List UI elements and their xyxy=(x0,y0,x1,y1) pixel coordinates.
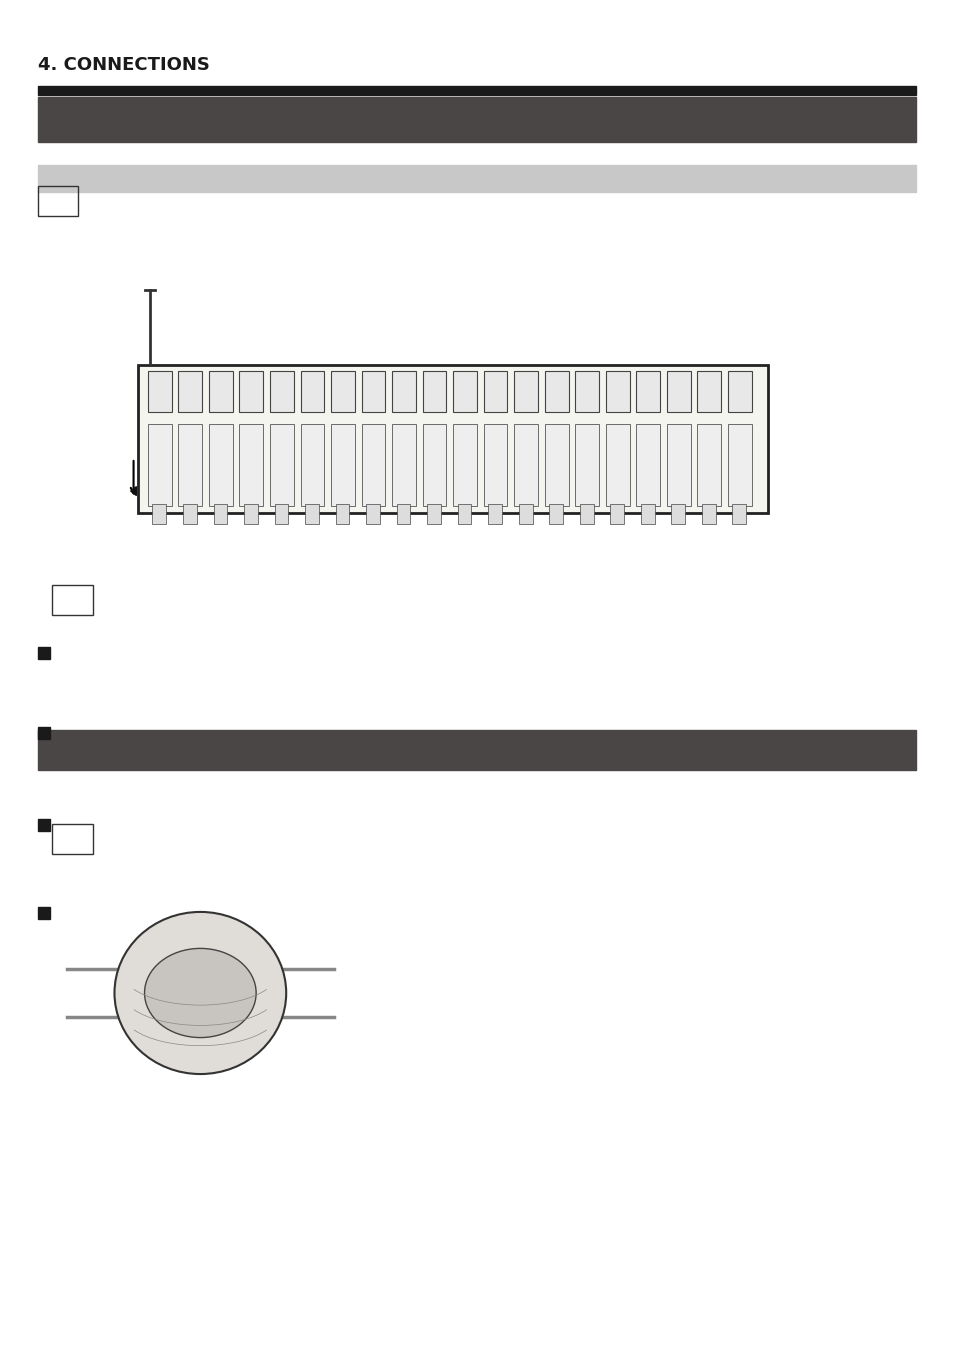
Bar xyxy=(422,370,446,412)
Bar xyxy=(335,504,349,524)
Bar xyxy=(38,727,50,739)
Bar xyxy=(636,370,659,412)
Bar xyxy=(239,424,263,507)
Bar xyxy=(732,504,745,524)
Bar xyxy=(52,824,92,854)
Bar xyxy=(514,370,537,412)
Bar xyxy=(300,370,324,412)
Bar xyxy=(579,504,593,524)
Bar xyxy=(38,819,50,831)
Bar xyxy=(138,365,767,513)
Bar xyxy=(727,424,751,507)
Polygon shape xyxy=(131,486,136,496)
Bar xyxy=(457,504,471,524)
Bar xyxy=(148,370,172,412)
Ellipse shape xyxy=(114,912,286,1074)
Bar xyxy=(331,370,355,412)
Bar xyxy=(422,424,446,507)
Bar xyxy=(701,504,715,524)
Bar xyxy=(392,370,416,412)
Bar xyxy=(38,647,50,659)
Bar xyxy=(453,370,476,412)
Bar xyxy=(605,424,629,507)
Bar xyxy=(270,370,294,412)
Bar xyxy=(38,730,915,770)
Bar xyxy=(697,370,720,412)
Bar xyxy=(274,504,288,524)
Bar xyxy=(178,370,202,412)
Bar xyxy=(152,504,166,524)
Bar xyxy=(488,504,501,524)
Bar xyxy=(671,504,684,524)
Bar xyxy=(427,504,440,524)
Bar xyxy=(727,370,751,412)
Bar xyxy=(38,97,915,142)
Bar xyxy=(361,370,385,412)
Text: 4. CONNECTIONS: 4. CONNECTIONS xyxy=(38,57,210,74)
Bar xyxy=(38,86,915,95)
Bar xyxy=(361,424,385,507)
Bar xyxy=(483,424,507,507)
Bar xyxy=(38,186,78,216)
Bar xyxy=(636,424,659,507)
Bar xyxy=(396,504,410,524)
Bar xyxy=(148,424,172,507)
Bar xyxy=(38,907,50,919)
Bar xyxy=(544,424,568,507)
Bar xyxy=(549,504,562,524)
Bar xyxy=(209,424,233,507)
Bar xyxy=(178,424,202,507)
Ellipse shape xyxy=(145,948,255,1038)
Bar xyxy=(575,370,598,412)
Bar xyxy=(305,504,318,524)
Bar xyxy=(209,370,233,412)
Bar xyxy=(483,370,507,412)
Bar xyxy=(366,504,379,524)
Bar xyxy=(183,504,196,524)
Bar xyxy=(575,424,598,507)
Bar xyxy=(213,504,227,524)
Bar xyxy=(697,424,720,507)
Bar xyxy=(392,424,416,507)
Bar xyxy=(52,585,92,615)
Bar xyxy=(518,504,532,524)
Bar xyxy=(270,424,294,507)
Bar xyxy=(666,370,690,412)
Bar xyxy=(544,370,568,412)
Bar xyxy=(300,424,324,507)
Bar xyxy=(610,504,623,524)
Bar xyxy=(640,504,654,524)
Bar xyxy=(244,504,257,524)
Bar xyxy=(331,424,355,507)
Bar xyxy=(453,424,476,507)
Bar xyxy=(605,370,629,412)
Bar xyxy=(239,370,263,412)
Bar xyxy=(666,424,690,507)
Bar xyxy=(38,165,915,192)
Bar xyxy=(514,424,537,507)
